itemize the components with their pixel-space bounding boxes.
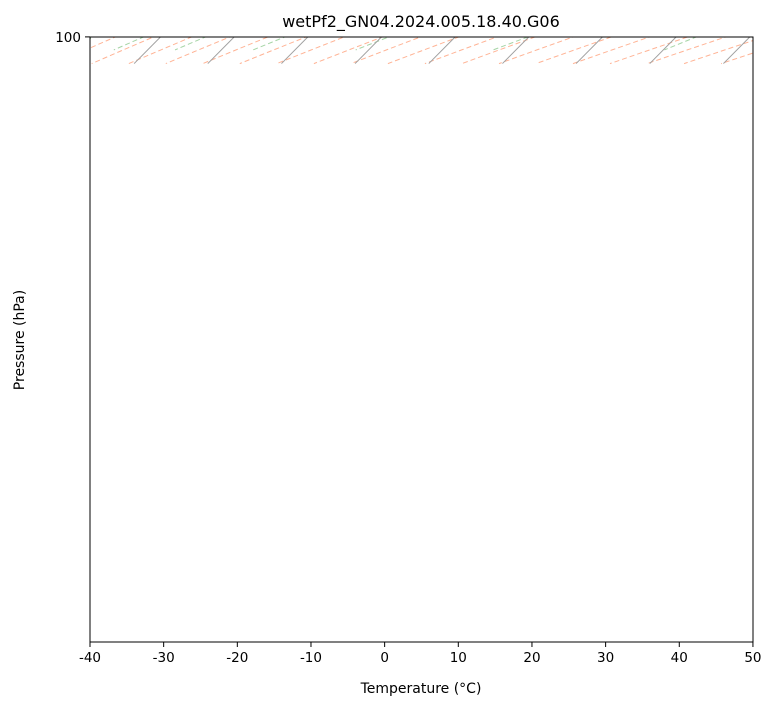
x-tick-label: 40 bbox=[671, 650, 688, 666]
dry-adiabat bbox=[276, 37, 346, 65]
isotherm bbox=[0, 0, 610, 64]
dry-adiabat bbox=[461, 37, 537, 65]
plot-frame bbox=[89, 36, 754, 643]
dry-adiabat bbox=[758, 0, 775, 64]
moist-adiabat bbox=[664, 37, 698, 51]
x-tick-label: 0 bbox=[380, 650, 389, 666]
dry-adiabat bbox=[18, 0, 775, 64]
isotherm bbox=[133, 37, 162, 64]
isotherm bbox=[207, 37, 235, 64]
isotherm bbox=[281, 37, 309, 64]
x-tick-label: 50 bbox=[744, 650, 761, 666]
y-axis-label: Pressure (hPa) bbox=[12, 290, 28, 390]
dry-adiabat bbox=[683, 40, 753, 65]
dry-adiabat bbox=[313, 37, 384, 65]
dry-adiabat bbox=[498, 37, 575, 65]
x-tick-label: -20 bbox=[226, 650, 248, 666]
isotherm bbox=[428, 37, 456, 64]
dry-adiabat bbox=[535, 37, 613, 65]
dry-adiabat bbox=[720, 52, 753, 65]
isotherm bbox=[354, 37, 383, 64]
x-tick-label: -10 bbox=[300, 650, 322, 666]
isotherm bbox=[0, 0, 315, 64]
x-tick-label: 30 bbox=[597, 650, 614, 666]
y-axis-ticks: 1002003004005006007008009001000 bbox=[55, 30, 90, 46]
x-tick-label: 20 bbox=[523, 650, 540, 666]
x-axis-label: Temperature (°C) bbox=[360, 681, 482, 697]
isotherms bbox=[0, 0, 751, 64]
dry-adiabat bbox=[90, 37, 117, 49]
x-tick-label: -30 bbox=[153, 650, 175, 666]
x-tick-label: 10 bbox=[450, 650, 467, 666]
isotherm bbox=[649, 37, 677, 64]
isotherm-label: -100 bbox=[255, 0, 284, 16]
y-tick-label: 100 bbox=[55, 30, 81, 46]
dry-adiabat bbox=[387, 37, 460, 65]
dry-adiabat bbox=[239, 37, 308, 65]
x-tick-label: -40 bbox=[79, 650, 101, 666]
isotherm bbox=[60, 0, 683, 64]
plot-area: 0.10.20.40.611.52346810131620253036-100-… bbox=[0, 0, 775, 65]
dry-adiabat bbox=[646, 37, 728, 65]
chart-title: wetPf2_GN04.2024.005.18.40.G06 bbox=[282, 12, 560, 32]
x-axis-ticks: -40 -30 -20 -10 0 10 20 30 40 50 bbox=[79, 642, 762, 666]
dry-adiabat bbox=[165, 37, 231, 65]
dry-adiabat bbox=[91, 37, 155, 65]
